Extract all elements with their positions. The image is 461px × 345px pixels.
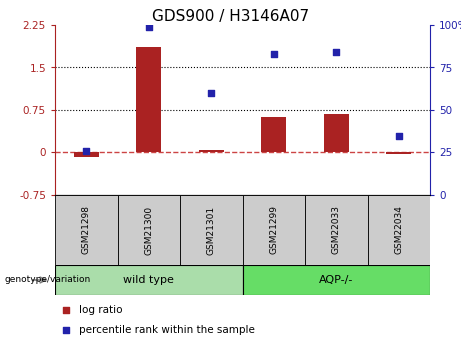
Point <box>395 133 402 138</box>
Text: genotype/variation: genotype/variation <box>5 276 91 285</box>
Bar <box>136 47 161 152</box>
Bar <box>367 195 430 265</box>
Bar <box>386 152 411 154</box>
Point <box>63 327 70 333</box>
Bar <box>199 150 224 152</box>
Bar <box>55 195 118 265</box>
Bar <box>180 195 242 265</box>
Text: percentile rank within the sample: percentile rank within the sample <box>79 325 255 335</box>
Text: GSM21299: GSM21299 <box>269 206 278 255</box>
Point <box>332 49 340 55</box>
Text: wild type: wild type <box>123 275 174 285</box>
Text: log ratio: log ratio <box>79 305 123 315</box>
Point <box>83 148 90 154</box>
Bar <box>74 152 99 157</box>
Text: GDS900 / H3146A07: GDS900 / H3146A07 <box>152 9 309 23</box>
Text: GSM22033: GSM22033 <box>332 206 341 255</box>
Point <box>145 24 153 29</box>
Text: GSM22034: GSM22034 <box>394 206 403 254</box>
Text: GSM21298: GSM21298 <box>82 206 91 255</box>
Bar <box>305 195 367 265</box>
Text: GSM21301: GSM21301 <box>207 205 216 255</box>
Bar <box>324 114 349 152</box>
Bar <box>261 117 286 152</box>
Bar <box>118 195 180 265</box>
Text: GSM21300: GSM21300 <box>144 205 153 255</box>
Text: AQP-/-: AQP-/- <box>319 275 354 285</box>
Bar <box>242 265 430 295</box>
Bar <box>242 195 305 265</box>
Point <box>63 307 70 313</box>
Point <box>270 51 278 57</box>
Bar <box>55 265 242 295</box>
Point <box>207 90 215 96</box>
